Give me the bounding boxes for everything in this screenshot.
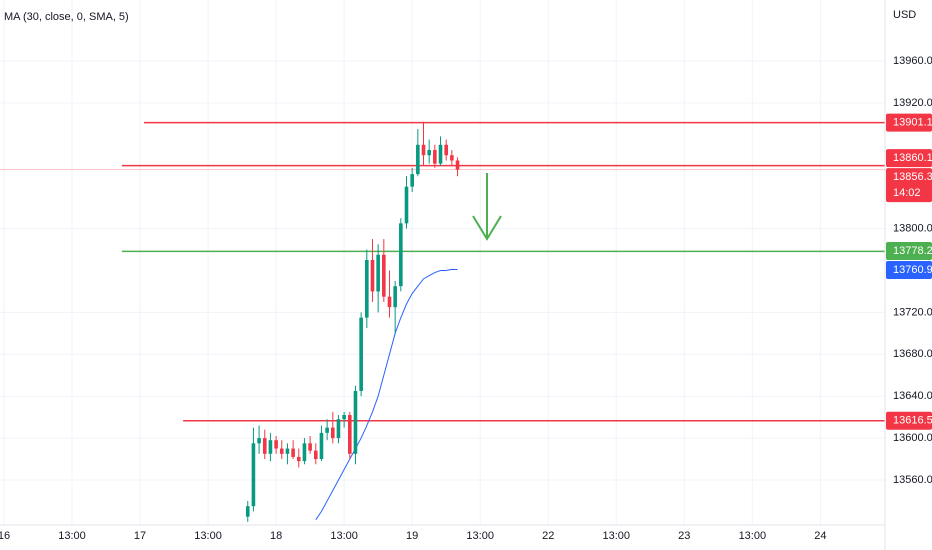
- plot: [0, 121, 885, 522]
- candle-body: [416, 144, 420, 175]
- candle-body: [399, 223, 403, 287]
- candle-body: [421, 144, 426, 156]
- candle-body: [450, 155, 454, 161]
- price-label-box: [886, 113, 932, 132]
- x-tick-label: 19: [406, 530, 418, 542]
- candle-body: [245, 506, 250, 517]
- x-tick-label: 13:00: [739, 530, 767, 542]
- y-tick-label: 13600.0: [893, 432, 932, 444]
- candle-body: [279, 448, 284, 454]
- candle-body: [393, 286, 397, 308]
- candle-body: [359, 317, 363, 391]
- candle-body: [433, 150, 437, 164]
- candle-body: [455, 160, 460, 170]
- candle-body: [404, 186, 409, 224]
- countdown-label: 14:02: [893, 187, 921, 199]
- x-tick-label: 18: [270, 530, 282, 542]
- y-tick-label: 13960.0: [893, 55, 932, 67]
- y-tick-label: 13640.0: [893, 390, 932, 402]
- price-label: 13760.9: [893, 264, 932, 276]
- candle-body: [382, 254, 386, 297]
- candle-body: [444, 144, 448, 156]
- candle-body: [302, 443, 307, 462]
- x-tick-label: 16: [0, 530, 10, 542]
- price-label-box: [886, 260, 932, 279]
- y-tick-label: 13800.0: [893, 222, 932, 234]
- price-label-box: [886, 411, 932, 430]
- grid: [0, 0, 885, 525]
- candle-body: [427, 150, 431, 156]
- candle-body: [291, 448, 295, 457]
- price-label: 13616.5: [893, 415, 932, 427]
- y-tick-label: 13680.0: [893, 348, 932, 360]
- price-label-box: [886, 241, 932, 260]
- candle-body: [438, 144, 443, 164]
- price-label: 13856.3: [893, 171, 932, 183]
- candle-body: [296, 456, 301, 462]
- price-label: 13901.1: [893, 117, 932, 129]
- candle-body: [313, 450, 318, 460]
- candle-body: [342, 415, 346, 420]
- candle-body: [325, 427, 329, 433]
- x-tick-label: 13:00: [466, 530, 494, 542]
- candle-body: [285, 448, 290, 454]
- x-tick-label: 13:00: [194, 530, 222, 542]
- candle-body: [410, 174, 414, 187]
- down-arrow: [472, 173, 502, 241]
- x-tick-label: 22: [542, 530, 554, 542]
- candle-body: [330, 427, 335, 439]
- moving-average: [315, 268, 458, 521]
- candle-body: [370, 260, 375, 292]
- candle-body: [376, 254, 380, 292]
- candle-body: [308, 443, 312, 451]
- candle-body: [365, 260, 369, 318]
- price-label-box: [886, 149, 932, 168]
- x-tick-label: 17: [134, 530, 146, 542]
- candle-body: [353, 390, 358, 454]
- candle-body: [319, 432, 324, 460]
- y-tick-label: 13920.0: [893, 97, 932, 109]
- candle-body: [268, 440, 273, 454]
- candle-body: [274, 440, 278, 449]
- y-tick-label: 13560.0: [893, 474, 932, 486]
- x-tick-label: 24: [814, 530, 826, 542]
- price-label-box: [886, 168, 932, 203]
- candle-body: [387, 296, 392, 308]
- x-tick-label: 23: [678, 530, 690, 542]
- candle-body: [336, 419, 341, 439]
- candle-body: [262, 438, 267, 454]
- y-tick-label: 13720.0: [893, 306, 932, 318]
- price-label: 13860.1: [893, 152, 932, 164]
- x-tick-label: 13:00: [58, 530, 86, 542]
- price-label: 13778.2: [893, 245, 932, 257]
- candle-body: [251, 443, 256, 507]
- candle-body: [348, 415, 352, 454]
- currency-label: USD: [893, 9, 916, 21]
- axis-labels: 13560.0 13600.0 13640.0 13680.0 13720.0 13800…: [0, 55, 932, 542]
- x-tick-label: 13:00: [330, 530, 358, 542]
- x-tick-label: 13:00: [603, 530, 631, 542]
- candle-body: [257, 438, 261, 444]
- indicator-label: MA (30, close, 0, SMA, 5): [4, 11, 129, 23]
